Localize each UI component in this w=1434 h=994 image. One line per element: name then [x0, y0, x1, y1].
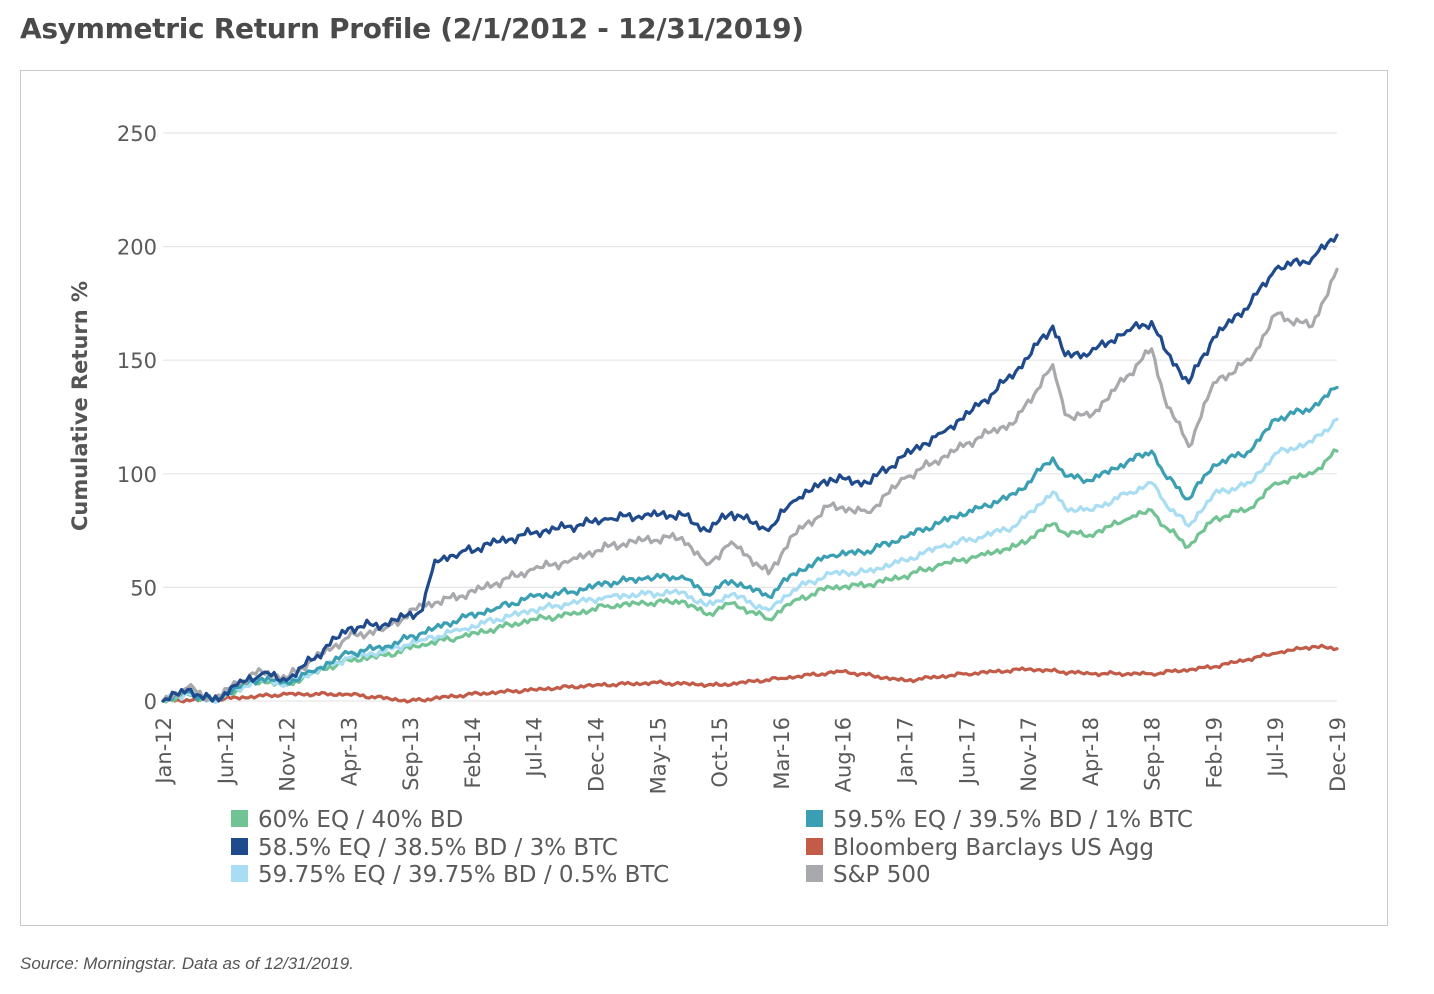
x-tick-label: Jul-19: [1264, 717, 1288, 779]
x-tick-label: Aug-16: [832, 717, 856, 792]
series-lines: [161, 233, 1339, 705]
y-axis-label: Cumulative Return %: [68, 281, 92, 531]
legend-label: 59.75% EQ / 39.75% BD / 0.5% BTC: [258, 862, 669, 888]
y-tick-label: 0: [144, 690, 157, 714]
x-tick-label: Jun-12: [214, 717, 238, 786]
legend-item-bloomberg-barclays-us-agg: Bloomberg Barclays US Agg: [806, 835, 1154, 861]
legend-swatch: [231, 810, 248, 827]
legend-label: 60% EQ / 40% BD: [258, 807, 463, 833]
chart-frame: 0 50 100 150 200 250 Jan-12 Jun-12 Nov-12 Apr-13…: [20, 70, 1388, 926]
y-tick-label: 200: [117, 236, 157, 260]
legend-item-59-5-eq-39-5-bd-1-btc: 59.5% EQ / 39.5% BD / 1% BTC: [806, 807, 1193, 833]
series-line-s-p-500: [161, 267, 1339, 703]
legend-label: 58.5% EQ / 38.5% BD / 3% BTC: [258, 835, 618, 861]
page-title: Asymmetric Return Profile (2/1/2012 - 12…: [20, 12, 804, 45]
series-line-58-5-eq-38-5-bd-3-btc: [161, 233, 1339, 703]
x-tick-label: Nov-17: [1017, 717, 1041, 792]
x-tick-label: Jan-17: [893, 717, 917, 786]
x-tick-label: Apr-13: [337, 717, 361, 786]
x-tick-label: Nov-12: [276, 717, 300, 792]
gridlines: [163, 132, 1337, 702]
line-chart: 0 50 100 150 200 250 Jan-12 Jun-12 Nov-12 Apr-13…: [68, 122, 1350, 888]
x-tick-label: Sep-18: [1141, 717, 1165, 791]
y-tick-label: 50: [130, 576, 157, 600]
y-tick-label: 150: [117, 349, 157, 373]
series-line-bloomberg-barclays-us-agg: [161, 643, 1339, 704]
x-tick-label: Sep-13: [399, 717, 423, 791]
legend-label: S&P 500: [833, 862, 931, 888]
source-note: Source: Morningstar. Data as of 12/31/20…: [20, 954, 354, 973]
legend-item-59-75-eq-39-75-bd-0-5-btc: 59.75% EQ / 39.75% BD / 0.5% BTC: [231, 862, 669, 888]
legend-label: Bloomberg Barclays US Agg: [833, 835, 1154, 861]
x-tick-label: Apr-18: [1079, 717, 1103, 786]
legend-item-s-p-500: S&P 500: [806, 862, 931, 888]
y-tick-labels: 0 50 100 150 200 250: [117, 122, 157, 714]
legend-item-58-5-eq-38-5-bd-3-btc: 58.5% EQ / 38.5% BD / 3% BTC: [231, 835, 618, 861]
x-tick-label: Jun-17: [955, 717, 979, 786]
legend-swatch: [231, 865, 248, 882]
y-tick-label: 250: [117, 122, 157, 146]
legend: 60% EQ / 40% BD 59.5% EQ / 39.5% BD / 1% …: [231, 807, 1193, 888]
legend-swatch: [231, 838, 248, 855]
x-tick-label: Oct-15: [708, 717, 732, 788]
legend-item-60-eq-40-bd: 60% EQ / 40% BD: [231, 807, 463, 833]
legend-swatch: [806, 838, 823, 855]
legend-swatch: [806, 810, 823, 827]
x-tick-label: Mar-16: [770, 717, 794, 790]
x-tick-label: Feb-14: [461, 717, 485, 788]
series-line-59-5-eq-39-5-bd-1-btc: [161, 385, 1339, 703]
x-tick-labels: Jan-12 Jun-12 Nov-12 Apr-13 Sep-13 Feb-14 Jul-…: [152, 717, 1350, 794]
x-tick-label: Jul-14: [523, 717, 547, 779]
x-tick-label: Dec-14: [585, 717, 609, 792]
x-tick-label: May-15: [646, 717, 670, 794]
x-tick-label: Jan-12: [152, 717, 176, 786]
legend-label: 59.5% EQ / 39.5% BD / 1% BTC: [833, 807, 1193, 833]
legend-swatch: [806, 865, 823, 882]
y-tick-label: 100: [117, 463, 157, 487]
series-line-60-eq-40-bd: [161, 448, 1339, 704]
x-tick-label: Dec-19: [1326, 717, 1350, 792]
x-tick-label: Feb-19: [1202, 717, 1226, 788]
